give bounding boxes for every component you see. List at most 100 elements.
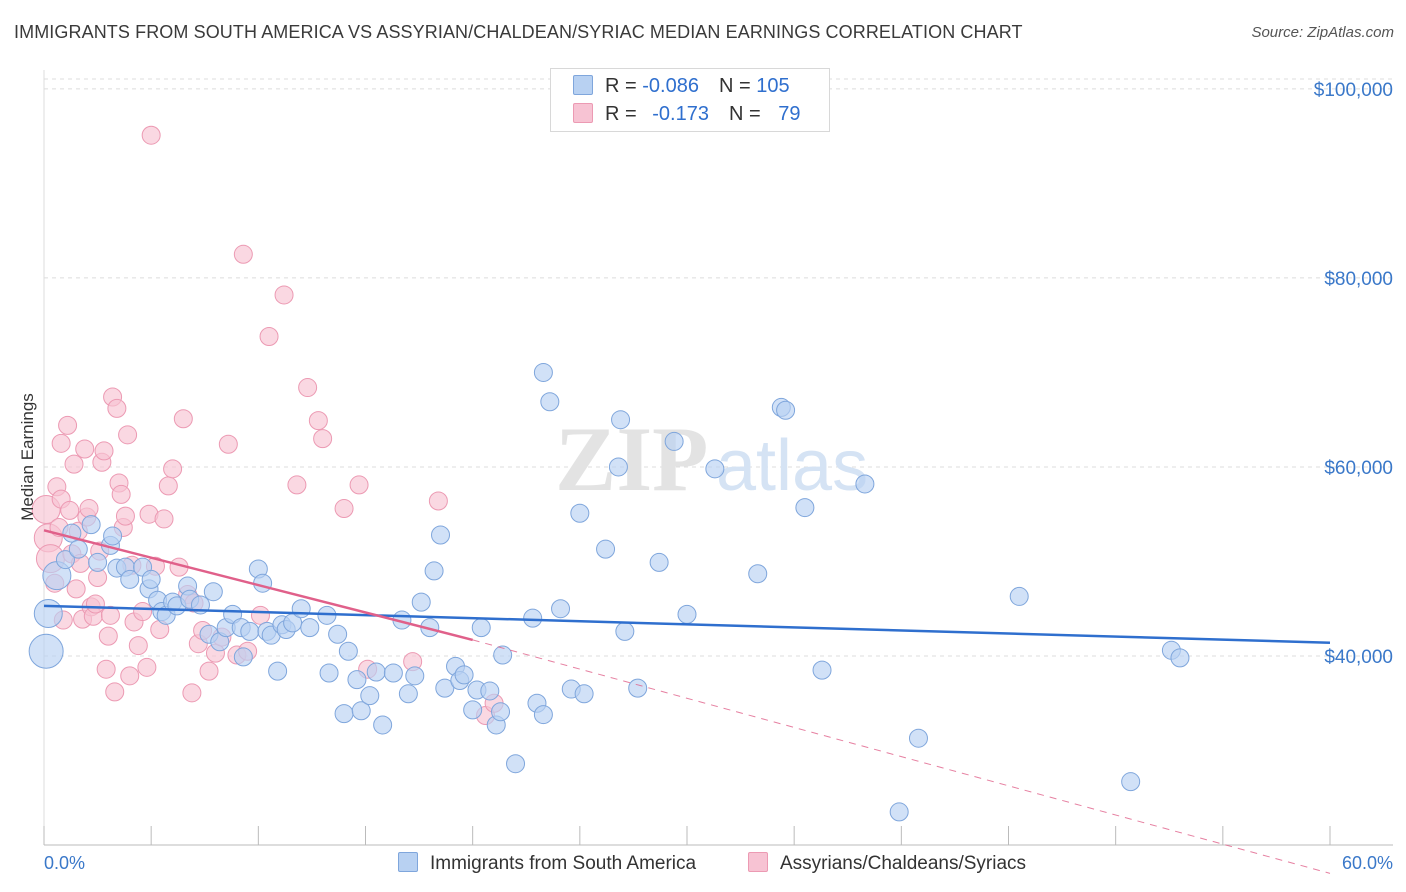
legend-n-label: N = bbox=[728, 103, 767, 125]
point-assyrians bbox=[105, 682, 125, 702]
watermark: ZIP atlas bbox=[555, 408, 868, 510]
legend-row-assyrians: R = -0.173 N = 79 bbox=[573, 103, 800, 126]
x-axis bbox=[43, 826, 1393, 846]
point-south-america bbox=[491, 702, 511, 722]
point-south-america bbox=[570, 503, 590, 523]
point-south-america bbox=[68, 539, 88, 559]
point-south-america bbox=[551, 599, 571, 619]
point-south-america bbox=[540, 392, 560, 412]
legend-r-value: -0.173 bbox=[652, 103, 709, 125]
point-south-america bbox=[615, 621, 635, 641]
point-assyrians bbox=[428, 491, 448, 511]
legend-n-label: N = bbox=[718, 75, 757, 97]
point-assyrians bbox=[111, 484, 131, 504]
point-south-america bbox=[471, 618, 491, 638]
point-assyrians bbox=[60, 500, 80, 520]
point-assyrians bbox=[107, 398, 127, 418]
bottom-legend-assyrians: Assyrians/Chaldeans/Syriacs bbox=[748, 852, 1026, 875]
point-south-america bbox=[334, 704, 354, 724]
point-south-america bbox=[608, 457, 628, 477]
point-assyrians bbox=[182, 683, 202, 703]
point-south-america bbox=[574, 684, 594, 704]
point-assyrians bbox=[334, 499, 354, 519]
point-assyrians bbox=[298, 378, 318, 398]
point-assyrians bbox=[94, 441, 114, 461]
point-assyrians bbox=[85, 594, 105, 614]
point-south-america bbox=[649, 552, 669, 572]
bottom-legend-swatch-blue bbox=[398, 852, 418, 872]
point-south-america bbox=[1170, 648, 1190, 668]
point-south-america bbox=[366, 662, 386, 682]
point-south-america bbox=[233, 647, 253, 667]
point-south-america bbox=[776, 400, 796, 420]
legend-box: R = -0.086 N = 105 R = -0.173 N = 79 bbox=[550, 68, 830, 132]
legend-row-south-america: R = -0.086 N = 105 bbox=[573, 75, 790, 98]
point-south-america bbox=[855, 474, 875, 494]
series-south-america-points bbox=[28, 362, 1190, 822]
point-south-america bbox=[748, 564, 768, 584]
point-south-america bbox=[120, 569, 140, 589]
point-south-america bbox=[203, 582, 223, 602]
trend-lines bbox=[43, 529, 1331, 874]
y-tick-label: $80,000 bbox=[1324, 269, 1393, 290]
bottom-legend-label-assyrians: Assyrians/Chaldeans/Syriacs bbox=[780, 853, 1027, 874]
y-tick-label: $40,000 bbox=[1324, 647, 1393, 668]
point-south-america bbox=[319, 663, 339, 683]
point-south-america bbox=[493, 645, 513, 665]
point-assyrians bbox=[163, 459, 183, 479]
point-south-america bbox=[889, 802, 909, 822]
trend-line-assyrians-dashed bbox=[472, 639, 1331, 874]
point-assyrians bbox=[218, 434, 238, 454]
point-south-america bbox=[812, 660, 832, 680]
point-south-america bbox=[55, 550, 75, 570]
y-tick-label: $60,000 bbox=[1324, 458, 1393, 479]
trend-line-assyrians bbox=[43, 529, 473, 642]
point-assyrians bbox=[133, 602, 153, 622]
bottom-legend-swatch-pink bbox=[748, 852, 768, 872]
point-south-america bbox=[338, 641, 358, 661]
watermark-zip: ZIP bbox=[555, 408, 708, 510]
point-assyrians bbox=[118, 425, 138, 445]
legend-n-value: 79 bbox=[778, 103, 801, 125]
point-south-america bbox=[405, 666, 425, 686]
point-south-america bbox=[268, 661, 288, 681]
point-assyrians bbox=[137, 657, 157, 677]
legend-r-value: -0.086 bbox=[642, 75, 699, 97]
point-south-america bbox=[383, 663, 403, 683]
point-assyrians bbox=[120, 666, 140, 686]
point-south-america bbox=[677, 604, 697, 624]
point-south-america bbox=[628, 678, 648, 698]
legend-swatch-pink bbox=[573, 103, 593, 123]
point-assyrians bbox=[141, 125, 161, 145]
point-assyrians bbox=[259, 327, 279, 347]
point-assyrians bbox=[287, 475, 307, 495]
point-assyrians bbox=[233, 244, 253, 264]
point-assyrians bbox=[115, 506, 135, 526]
point-south-america bbox=[533, 705, 553, 725]
point-south-america bbox=[351, 701, 371, 721]
point-south-america bbox=[454, 665, 474, 685]
point-south-america bbox=[373, 715, 393, 735]
point-south-america bbox=[664, 431, 684, 451]
point-south-america bbox=[81, 515, 101, 535]
y-tick-labels: $40,000 $60,000 $80,000 $100,000 bbox=[1314, 80, 1393, 668]
point-assyrians bbox=[274, 285, 294, 305]
legend-n-value: 105 bbox=[756, 75, 790, 97]
point-south-america bbox=[908, 728, 928, 748]
point-south-america bbox=[240, 621, 260, 641]
point-assyrians bbox=[313, 429, 333, 449]
point-assyrians bbox=[349, 475, 369, 495]
point-south-america bbox=[347, 670, 367, 690]
point-south-america bbox=[480, 681, 500, 701]
bottom-legend-south-america: Immigrants from South America bbox=[398, 852, 696, 875]
point-south-america bbox=[291, 599, 311, 619]
point-south-america bbox=[88, 552, 108, 572]
point-south-america bbox=[533, 362, 553, 382]
point-south-america bbox=[411, 592, 431, 612]
watermark-atlas: atlas bbox=[716, 426, 868, 506]
point-assyrians bbox=[158, 476, 178, 496]
legend-swatch-blue bbox=[573, 75, 593, 95]
point-assyrians bbox=[250, 605, 270, 625]
point-assyrians bbox=[58, 415, 78, 435]
